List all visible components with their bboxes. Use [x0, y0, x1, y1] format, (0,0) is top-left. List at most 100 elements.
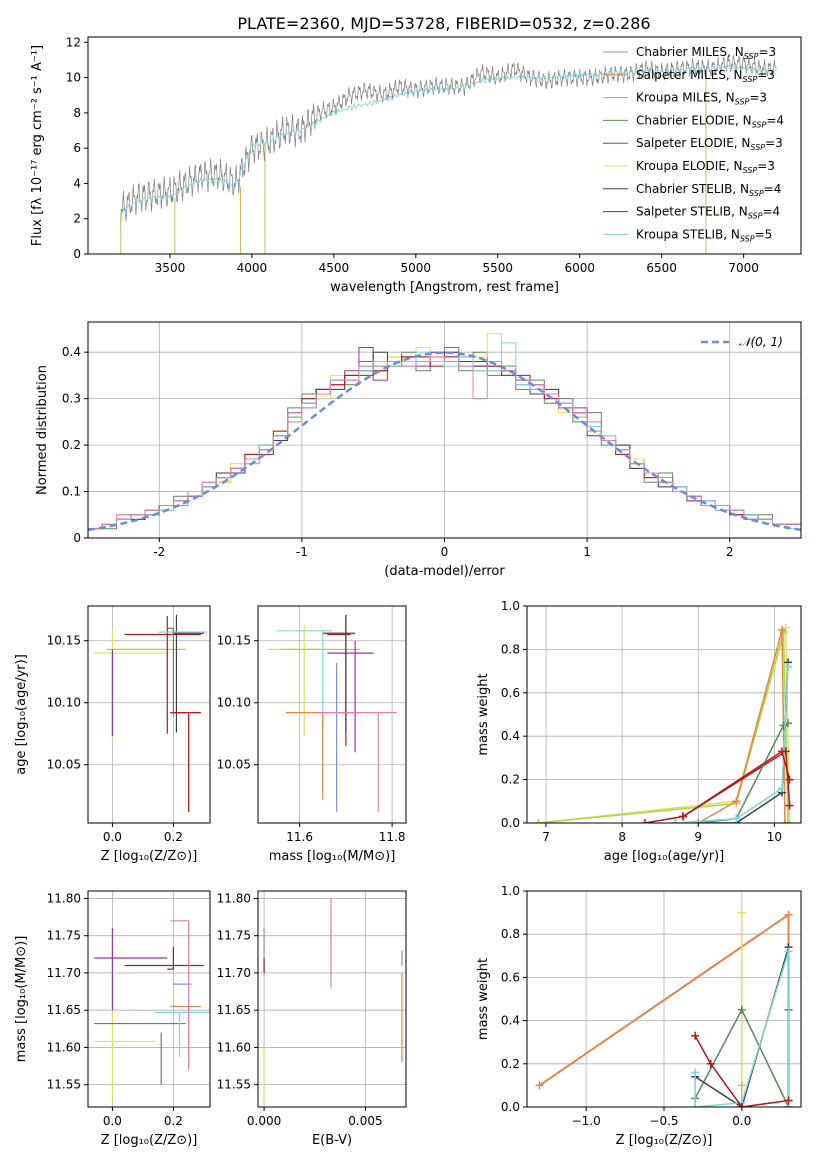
weight-line	[675, 666, 789, 823]
weight-marker	[737, 1005, 746, 1014]
y-tick-label: 1.0	[501, 599, 520, 613]
y-tick-label: 11.70	[47, 966, 81, 980]
axes-frame	[87, 605, 211, 824]
y-tick-label: 11.70	[217, 966, 251, 980]
y-tick-label: 6	[73, 141, 81, 155]
age-vs-mass-panel: 11.6 11.8 10.05 10.10 10.15 mass [log₁₀(M/M⊙)…	[217, 605, 407, 864]
weight-marker	[785, 801, 794, 810]
x-tick-label: 0.0	[103, 830, 122, 844]
legend-label: Salpeter ELODIE, NSSP=3	[636, 136, 783, 152]
plot-area	[94, 920, 210, 1102]
plot-area	[267, 614, 397, 812]
spectrum-panel: Chabrier MILES, NSSP=3 Salpeter MILES, NS…	[30, 35, 802, 295]
y-tick-label: 10	[66, 71, 81, 85]
weight-marker	[777, 747, 786, 756]
weight-marker	[784, 819, 793, 823]
weight-marker	[737, 908, 746, 917]
mass-vs-extinction-panel: 0.000 0.005 11.55 11.60 11.65 11.70 11.75 11.80…	[217, 890, 407, 1148]
x-tick-label: 6500	[646, 261, 677, 275]
x-tick-label: 6000	[564, 261, 595, 275]
y-tick-label: 0.2	[501, 773, 520, 787]
x-tick-label: 0.2	[164, 830, 183, 844]
weight-marker	[777, 625, 786, 634]
weight-marker	[737, 1081, 746, 1090]
y-tick-label: 11.75	[47, 929, 81, 943]
y-tick-label: 11.55	[217, 1078, 251, 1092]
x-tick-label: 0.0	[732, 1114, 751, 1128]
weight-marker	[535, 1081, 544, 1090]
residuals-panel: 𝒩(0, 1) -2 -1 0 1 2 0 0.1 0.2 0.3 0.4 (data-model)/…	[35, 321, 802, 579]
x-tick-label: 4500	[319, 261, 350, 275]
legend-label: Chabrier MILES, NSSP=3	[636, 45, 776, 61]
axes-frame	[257, 890, 407, 1108]
weight-marker	[737, 1103, 746, 1107]
weight-marker	[781, 819, 790, 823]
y-tick-label: 10.10	[217, 696, 251, 710]
x-tick-label: −0.5	[649, 1114, 678, 1128]
legend-label: Kroupa MILES, NSSP=3	[636, 91, 767, 107]
weight-marker	[706, 1059, 715, 1068]
weight-line	[675, 662, 789, 823]
x-tick-label: 1	[583, 545, 591, 559]
weight-line	[538, 627, 791, 823]
axes-frame	[87, 890, 211, 1108]
x-tick-label: 4000	[237, 261, 268, 275]
y-tick-label: 11.60	[217, 1040, 251, 1054]
y-axis-label: mass weight	[476, 673, 491, 755]
weight-vs-metallicity-panel: −1.0 −0.5 0.0 0.0 0.2 0.4 0.6 0.8 1.0 Z [log₁₀(Z/…	[476, 884, 802, 1148]
x-tick-label: 0.0	[103, 1114, 122, 1128]
weight-marker	[779, 721, 788, 730]
y-tick-label: 0.2	[62, 438, 81, 452]
spectrum-line-model	[120, 64, 777, 215]
plot-area	[94, 614, 207, 812]
y-tick-label: 11.80	[47, 891, 81, 905]
x-tick-label: 9	[694, 830, 702, 844]
plot-area	[535, 908, 793, 1107]
y-tick-label: 2	[73, 212, 81, 226]
x-tick-label: 0	[441, 545, 449, 559]
weight-marker	[694, 819, 703, 823]
x-tick-label: 0.2	[164, 1114, 183, 1128]
y-tick-label: 0.8	[501, 927, 520, 941]
y-tick-label: 11.65	[47, 1003, 81, 1017]
y-tick-label: 1.0	[501, 884, 520, 898]
weight-vs-age-panel: 7 8 9 10 0.0 0.2 0.4 0.6 0.8 1.0 age [log₁₀(age/yr…	[476, 599, 802, 864]
y-axis-label: age [log₁₀(age/yr)]	[14, 654, 29, 775]
y-tick-label: 0.6	[501, 686, 520, 700]
y-axis-label: mass [log₁₀(M/M⊙)]	[14, 936, 29, 1063]
weight-marker	[732, 797, 741, 806]
weight-marker	[691, 1068, 700, 1077]
y-tick-label: 0.0	[501, 816, 520, 830]
y-tick-label: 11.60	[47, 1040, 81, 1054]
x-tick-label: 10	[767, 830, 782, 844]
x-tick-label: 7	[542, 830, 550, 844]
y-tick-label: 0.2	[501, 1057, 520, 1071]
weight-marker	[785, 775, 794, 784]
x-tick-label: 2	[726, 545, 734, 559]
y-tick-label: 0.4	[62, 345, 81, 359]
y-tick-label: 0.4	[501, 729, 520, 743]
x-tick-label: 3500	[155, 261, 186, 275]
axes-frame	[257, 605, 407, 824]
x-axis-label: wavelength [Angstrom, rest frame]	[330, 280, 559, 295]
legend-label: Kroupa ELODIE, NSSP=3	[636, 159, 775, 175]
x-tick-label: 0.005	[348, 1114, 382, 1128]
y-tick-label: 10.05	[47, 758, 81, 772]
y-tick-label: 0.4	[501, 1014, 520, 1028]
weight-marker	[732, 814, 741, 823]
x-tick-label: 5500	[482, 261, 513, 275]
x-tick-label: 8	[618, 830, 626, 844]
weight-line	[644, 750, 791, 823]
x-tick-label: 11.8	[379, 830, 406, 844]
weight-line	[538, 631, 789, 823]
spectrum-line-data	[120, 54, 777, 224]
plot-area	[534, 623, 794, 823]
weight-marker	[691, 1103, 700, 1107]
y-tick-label: 11.55	[47, 1078, 81, 1092]
weight-marker	[534, 819, 543, 823]
plot-area	[120, 54, 777, 254]
y-tick-label: 11.75	[217, 929, 251, 943]
x-tick-label: 7000	[728, 261, 759, 275]
weight-marker	[671, 819, 680, 823]
